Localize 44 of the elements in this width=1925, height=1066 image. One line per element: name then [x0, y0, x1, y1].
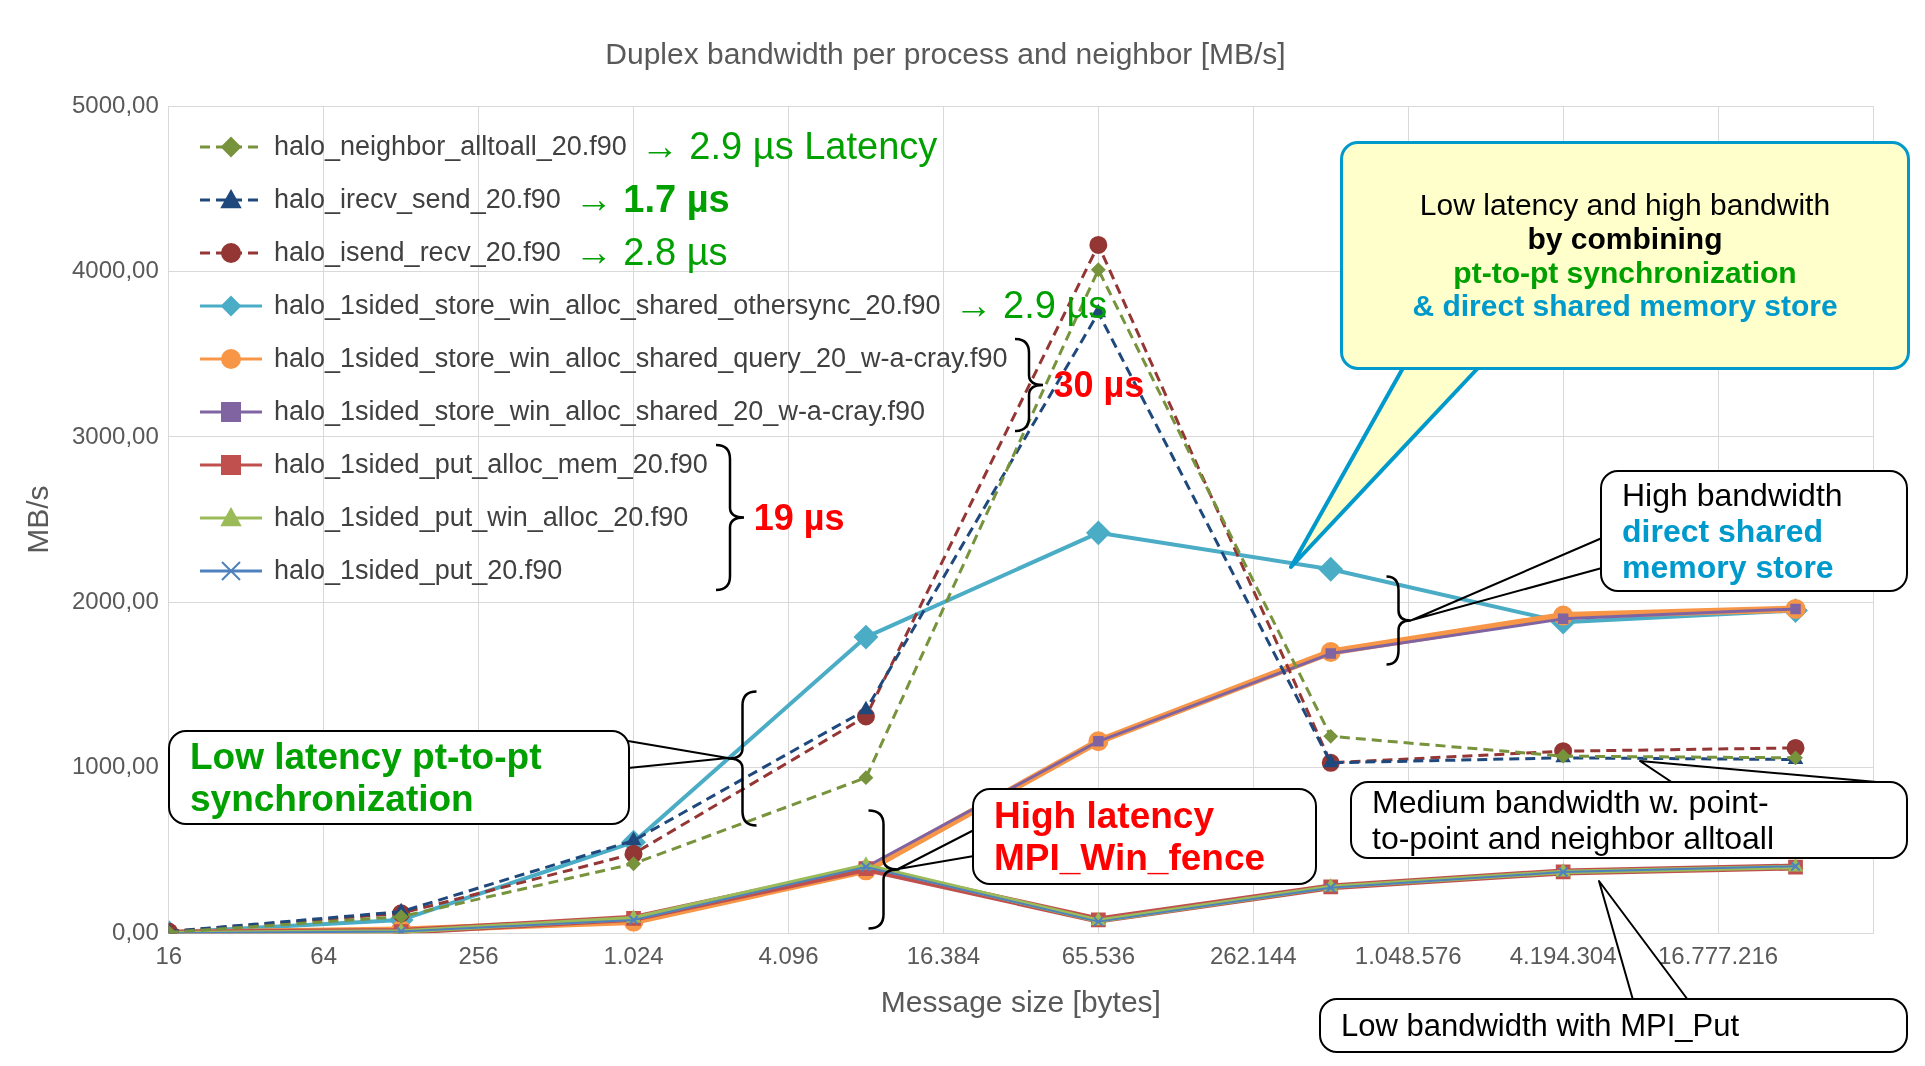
annotation: Medium bandwidth w. point- to-point and neighbor alltoall [1372, 783, 1775, 857]
y-tick-label: 5000,00 [71, 90, 159, 118]
annotation: High bandwidth direct shared memory store [1622, 476, 1843, 586]
callout: Low latency pt-to-pt synchronization [168, 730, 630, 825]
chart-title: Duplex bandwidth per process and neighbor [MB/s] [605, 37, 1286, 71]
x-tick-label: 16 [155, 942, 183, 970]
legend-label: halo_isend_recv_20.f90 [274, 237, 561, 268]
x-tick-label: 64 [310, 942, 338, 970]
legend-label: halo_1sided_store_win_alloc_shared_20_w-a-cray.f90 [274, 396, 925, 427]
y-tick-label: 1000,00 [71, 752, 159, 780]
x-tick-label: 16.384 [906, 942, 981, 970]
callout: Medium bandwidth w. point- to-point and neighbor alltoall [1350, 781, 1908, 859]
annotation: Low latency and high bandwith by combining pt-to-pt synchronization & direct shared memory store [1412, 187, 1838, 324]
annotation: → 2.9 µs Latency [640, 125, 938, 168]
annotation: → 2.8 µs [574, 231, 728, 274]
callout: Low bandwidth with MPI_Put [1319, 998, 1908, 1053]
y-tick-label: 2000,00 [71, 586, 159, 614]
legend-label: halo_1sided_put_20.f90 [274, 555, 563, 586]
annotation: Low latency pt-to-pt synchronization [190, 735, 542, 820]
x-tick-label: 16.777.216 [1658, 942, 1779, 970]
y-axis-title: MB/s [21, 485, 55, 554]
annotation: 30 µs [1053, 364, 1145, 406]
legend-label: halo_1sided_store_win_alloc_shared_othersync_20.f90 [274, 290, 941, 321]
x-tick-label: 4.096 [758, 942, 819, 970]
y-tick-label: 4000,00 [71, 256, 159, 284]
y-tick-label: 3000,00 [71, 421, 159, 449]
annotation: → 1.7 µs [574, 178, 730, 221]
legend-label: halo_1sided_put_alloc_mem_20.f90 [274, 449, 708, 480]
x-tick-label: 1.048.576 [1354, 942, 1462, 970]
x-tick-label: 1.024 [603, 942, 664, 970]
annotation: 19 µs [753, 496, 845, 539]
x-tick-label: 262.144 [1209, 942, 1297, 970]
legend-label: halo_irecv_send_20.f90 [274, 184, 561, 215]
legend-label: halo_neighbor_alltoall_20.f90 [274, 131, 627, 162]
callout: High bandwidth direct shared memory store [1600, 470, 1908, 592]
annotation: High latency MPI_Win_fence [994, 794, 1266, 879]
x-tick-label: 256 [458, 942, 499, 970]
y-tick-label: 0,00 [112, 917, 159, 945]
callout: High latency MPI_Win_fence [972, 788, 1317, 885]
x-axis-title: Message size [bytes] [880, 985, 1161, 1019]
x-tick-label: 4.194.304 [1509, 942, 1617, 970]
legend-label: halo_1sided_put_win_alloc_20.f90 [274, 502, 689, 533]
x-tick-label: 65.536 [1061, 942, 1136, 970]
legend-label: halo_1sided_store_win_alloc_shared_query_20_w-a-cray.f90 [274, 343, 1008, 374]
